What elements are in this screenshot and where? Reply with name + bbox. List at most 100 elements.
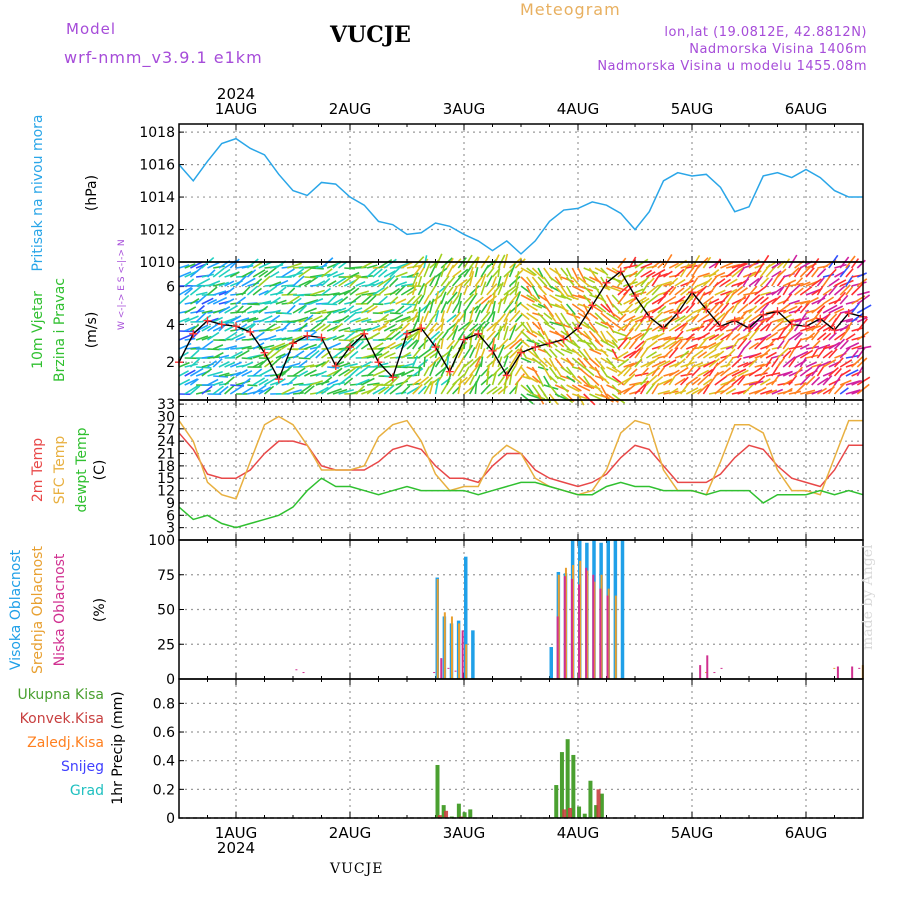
- wind-barb: [201, 325, 212, 332]
- wind-barb: [731, 374, 745, 386]
- wind-barb: [218, 354, 230, 359]
- wind-barb: [241, 316, 257, 323]
- wind-barb: [423, 310, 430, 323]
- wind-barb: [674, 366, 689, 377]
- wind-barb: [663, 336, 677, 341]
- wind-barb: [258, 358, 269, 368]
- wind-barb: [531, 267, 545, 280]
- wind-barb: [292, 304, 307, 314]
- top-year-label: 2024: [217, 85, 255, 103]
- wind-barb: [304, 307, 317, 314]
- wind-barb: [537, 357, 549, 368]
- wind-barb: [714, 289, 726, 296]
- wind-barb: [315, 280, 326, 287]
- wind-speed-marker: [787, 320, 796, 329]
- wind-barb: [343, 286, 356, 296]
- precip-bar: [582, 813, 587, 818]
- wind-barb: [754, 337, 767, 350]
- wind-barb: [531, 276, 543, 289]
- top-day-label: 3AUG: [443, 100, 485, 118]
- wind-barb: [742, 340, 752, 350]
- wind-barb: [281, 386, 295, 395]
- wind-barb: [708, 312, 720, 323]
- wind-barb: [583, 330, 593, 341]
- y-tick-label: 12: [157, 484, 175, 500]
- wind-barb: [623, 383, 637, 395]
- wind-barb: [611, 330, 628, 337]
- wind-barb: [235, 380, 251, 386]
- wind-barb: [554, 267, 563, 281]
- wind-barb: [828, 305, 844, 314]
- wind-barb: [497, 366, 509, 377]
- wind-barb: [468, 347, 476, 359]
- wind-barb: [457, 283, 463, 296]
- wind-barb: [663, 378, 673, 386]
- wind-barb: [491, 311, 496, 323]
- wind-barb: [634, 383, 647, 395]
- wind-barb: [788, 318, 802, 323]
- wind-barb: [417, 307, 421, 323]
- wind-barb: [600, 285, 611, 291]
- wind-barb: [811, 257, 820, 269]
- wind-barb: [400, 305, 412, 314]
- wind-barb: [212, 385, 224, 395]
- wind-barb: [799, 343, 810, 350]
- wind-barb: [560, 276, 575, 283]
- wind-barb: [229, 361, 242, 368]
- y-tick-label: 1016: [139, 158, 175, 174]
- wind-barb: [292, 350, 305, 359]
- wind-barb: [640, 367, 649, 377]
- wind-barb: [720, 261, 734, 269]
- wind-barb: [389, 330, 401, 341]
- wind-barb: [588, 330, 600, 344]
- wind-barb: [725, 305, 735, 314]
- wind-barb: [372, 280, 384, 287]
- wind-barb: [212, 290, 227, 296]
- wind-barb: [663, 308, 674, 314]
- wind-barb: [372, 268, 383, 278]
- cloud-bar: [465, 644, 468, 679]
- wind-barb: [697, 285, 708, 296]
- wind-barb: [697, 369, 710, 377]
- wind-barb: [201, 297, 214, 305]
- wind-barb: [429, 330, 441, 341]
- wind-barb: [623, 350, 637, 359]
- wind-barb: [588, 339, 598, 351]
- wind-barb: [178, 286, 193, 296]
- wind-barb: [828, 313, 838, 323]
- wind-barb: [554, 375, 566, 382]
- wind-barb: [400, 374, 413, 386]
- wind-barb: [714, 271, 726, 278]
- wind-barb: [793, 366, 803, 377]
- wind-barb: [674, 302, 683, 314]
- wind-barb: [679, 263, 690, 278]
- wind-barb: [497, 281, 504, 296]
- wind-barb: [491, 276, 498, 287]
- wind-barb: [378, 308, 394, 314]
- wind-barb: [263, 385, 275, 395]
- wind-barb: [811, 389, 823, 395]
- wind-barb: [212, 358, 223, 368]
- wind-barb: [816, 332, 827, 341]
- wind-barb: [309, 321, 323, 332]
- wind-barb: [697, 374, 710, 386]
- wind-barb: [737, 287, 748, 296]
- wind-barb: [731, 266, 745, 278]
- wind-barb: [327, 356, 338, 359]
- wind-barb: [520, 330, 533, 342]
- wind-speed-marker: [730, 316, 739, 325]
- wind-barb: [759, 366, 770, 377]
- precip-bar: [559, 752, 564, 818]
- wind-barb: [366, 266, 379, 278]
- wind-barb: [611, 303, 624, 316]
- wind-barb: [765, 277, 773, 287]
- wind-barb: [514, 345, 524, 359]
- wind-barb: [468, 270, 475, 287]
- wind-barb: [321, 268, 333, 278]
- wind-barb: [423, 337, 427, 350]
- wind-barb: [565, 357, 574, 368]
- wind-barb: [828, 284, 838, 296]
- wind-barb: [714, 356, 728, 368]
- wind-barb: [594, 384, 603, 394]
- wind-barb: [537, 312, 550, 325]
